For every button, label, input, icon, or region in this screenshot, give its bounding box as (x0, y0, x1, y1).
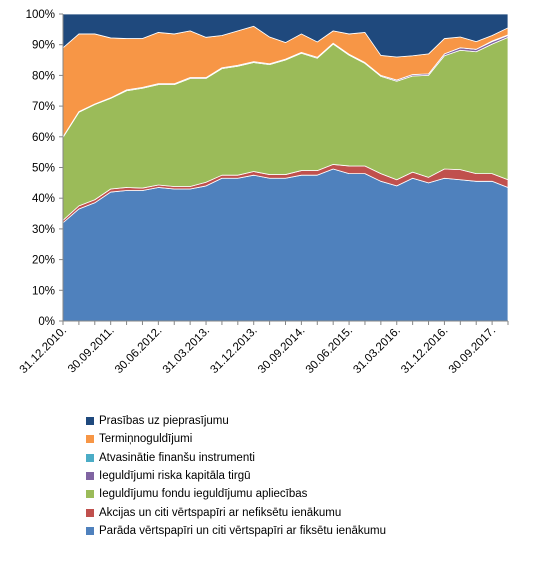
legend-swatch (86, 472, 94, 481)
y-tick-label: 80% (32, 70, 55, 82)
x-tick-label: 30.09.2014. (256, 325, 307, 376)
legend-label: Ieguldījumi riska kapitāla tirgū (99, 470, 251, 483)
legend-label: Prasības uz pieprasījumu (99, 415, 229, 428)
legend-swatch (86, 490, 94, 499)
y-tick-label: 30% (32, 224, 55, 236)
x-tick-label: 30.09.2017. (447, 325, 498, 376)
y-tick-label: 40% (32, 193, 55, 205)
x-tick-label: 30.09.2011. (66, 325, 117, 376)
x-tick-label: 31.12.2010. (18, 325, 69, 376)
y-tick-labels: 0% 10% 20% 30% 40% 50% 60% 70% 80% 90% 100% (26, 9, 55, 328)
x-tick-labels: 31.12.2010.30.09.2011.30.06.2012.31.03.2… (18, 325, 499, 376)
legend-swatch (86, 435, 94, 444)
legend: Prasības uz pieprasījumu Termiņnoguldījum… (86, 412, 386, 540)
y-tick-label: 100% (26, 9, 55, 21)
legend-item: Ieguldījumi riska kapitāla tirgū (86, 467, 386, 485)
legend-item: Parāda vērtspapīri un citi vērtspapīri a… (86, 522, 386, 540)
y-tick-label: 10% (32, 285, 55, 297)
legend-item: Termiņnoguldījumi (86, 430, 386, 448)
legend-item: Ieguldījumu fondu ieguldījumu apliecības (86, 485, 386, 503)
area-series-6 (62, 13, 509, 58)
x-tick-label: 31.03.2013. (161, 325, 212, 376)
y-tick-label: 60% (32, 132, 55, 144)
y-tick-label: 70% (32, 101, 55, 113)
legend-swatch (86, 417, 94, 426)
legend-item: Prasības uz pieprasījumu (86, 412, 386, 430)
legend-item: Atvasinātie finanšu instrumenti (86, 449, 386, 467)
legend-item: Akcijas un citi vērtspapīri ar nefiksētu… (86, 503, 386, 521)
legend-swatch (86, 526, 94, 535)
x-tick-label: 31.03.2016. (351, 325, 402, 376)
x-tick-label: 31.12.2013. (208, 325, 259, 376)
y-tick-label: 90% (32, 40, 55, 52)
legend-label: Ieguldījumu fondu ieguldījumu apliecības (99, 488, 308, 501)
y-tick-label: 0% (38, 316, 55, 328)
legend-label: Akcijas un citi vērtspapīri ar nefiksētu… (99, 506, 342, 519)
legend-swatch (86, 508, 94, 517)
legend-label: Atvasinātie finanšu instrumenti (99, 451, 255, 464)
chart-areas (62, 13, 509, 322)
y-tick-label: 20% (32, 255, 55, 267)
x-tick-label: 31.12.2016. (399, 325, 450, 376)
legend-swatch (86, 453, 94, 462)
y-tick-label: 50% (32, 163, 55, 175)
area-series-0 (62, 168, 509, 322)
legend-label: Termiņnoguldījumi (99, 433, 193, 446)
x-tick-label: 30.06.2012. (113, 325, 164, 376)
chart-axes (59, 13, 509, 325)
legend-label: Parāda vērtspapīri un citi vērtspapīri a… (99, 524, 386, 537)
x-tick-label: 30.06.2015. (304, 325, 355, 376)
